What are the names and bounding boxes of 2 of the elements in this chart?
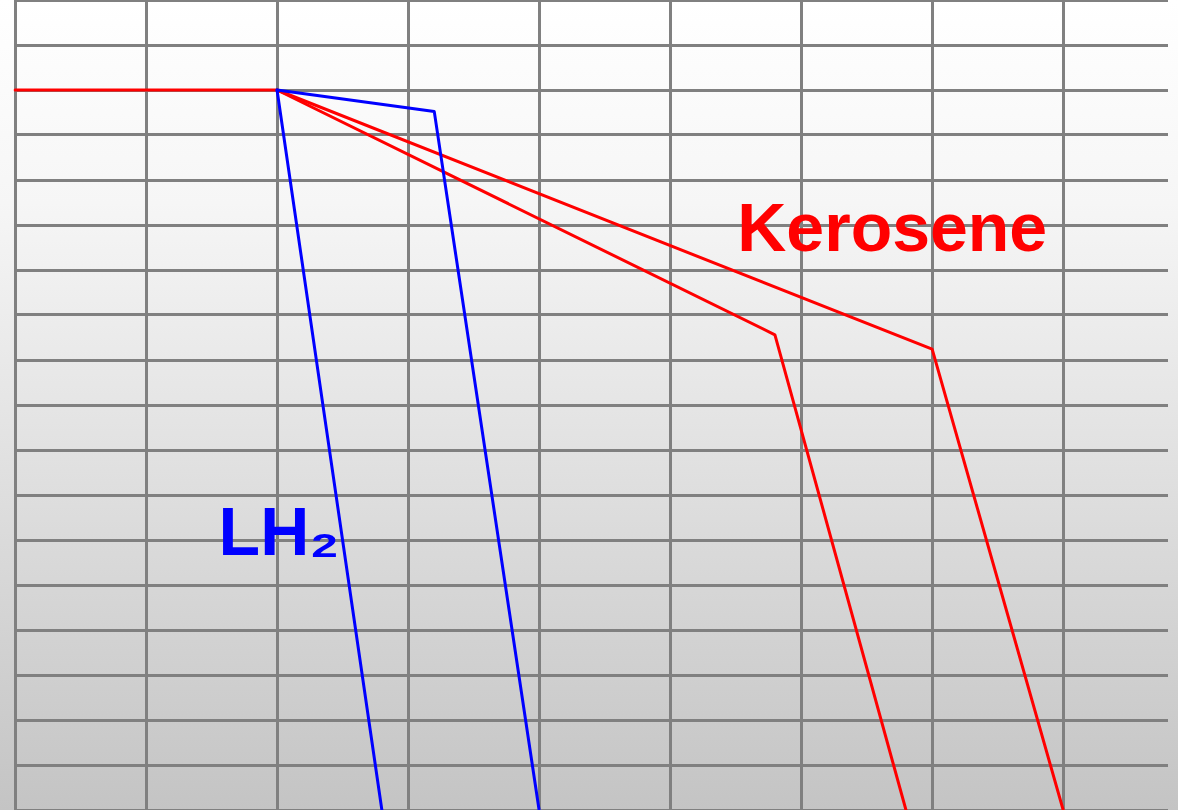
series-label: Kerosene <box>737 189 1048 266</box>
series-label: LH₂ <box>218 493 340 569</box>
